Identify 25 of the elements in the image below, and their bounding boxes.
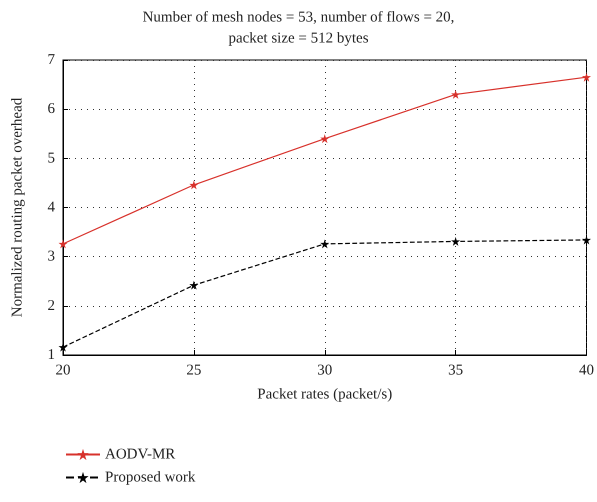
- point: [189, 180, 198, 190]
- legend-label: AODV-MR: [105, 446, 176, 462]
- y-tick-label: 7: [48, 52, 56, 68]
- x-tick-label: 35: [448, 362, 464, 378]
- x-tick-label: 20: [56, 362, 70, 378]
- x-tick-label: 40: [579, 362, 594, 378]
- point: [189, 280, 198, 290]
- y-tick-label: 5: [48, 150, 55, 166]
- point: [58, 239, 68, 248]
- x-tick-label: 25: [186, 362, 202, 378]
- point: [451, 90, 460, 99]
- y-axis-title: Normalized routing packet overhead: [10, 97, 26, 318]
- point: [582, 72, 591, 82]
- x-tick-label: 30: [317, 362, 332, 378]
- x-axis-title: Packet rates (packet/s): [257, 386, 392, 402]
- chart-title: Number of mesh nodes = 53, number of flows = 20, packet size = 512 bytes: [142, 10, 454, 46]
- y-tick-label: 4: [48, 200, 56, 216]
- point: [320, 239, 330, 248]
- y-tick-label: 2: [48, 298, 55, 314]
- y-tick-label: 1: [48, 347, 55, 363]
- y-tick-label: 6: [48, 101, 56, 118]
- point: [451, 236, 460, 246]
- legend-label: Proposed work: [105, 470, 196, 486]
- y-tick-label: 3: [48, 248, 55, 265]
- point: [320, 134, 330, 144]
